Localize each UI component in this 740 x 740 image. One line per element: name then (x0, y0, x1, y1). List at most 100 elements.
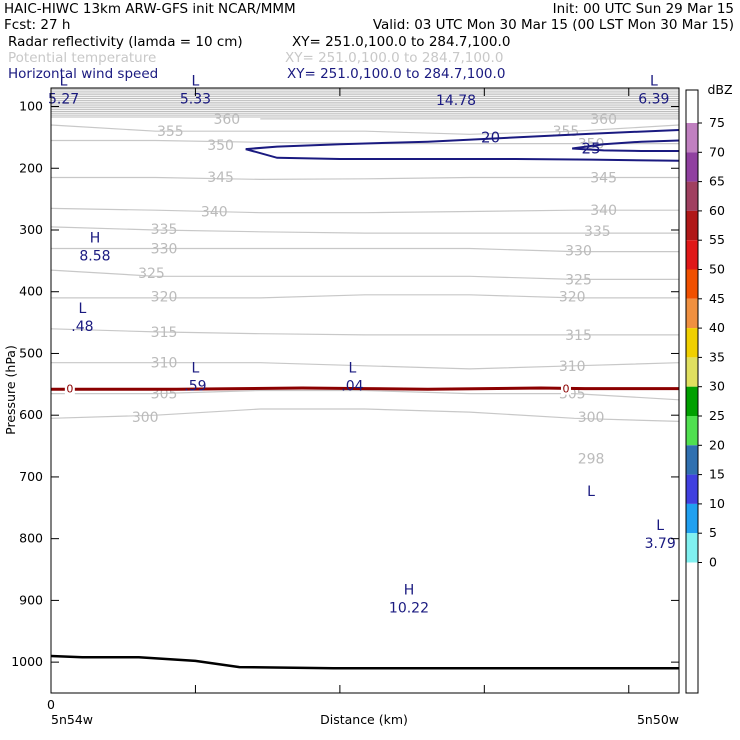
colorbar-tick-label: 15 (709, 467, 725, 482)
colorbar-swatch (686, 328, 698, 358)
theta-label: 345 (590, 171, 617, 187)
extremum-H: H (90, 231, 101, 247)
extrema-labels: L 5.27 L 5.33 L 6.39 H 8.58 L .48 L .59 L .04 L 3.79 H 10… (48, 73, 676, 616)
field-3-xy: XY= 251.0,100.0 to 284.7,100.0 (287, 66, 505, 82)
colorbar-swatch (686, 503, 698, 534)
terrain-line (50, 654, 679, 670)
colorbar-tick-label: 5 (709, 525, 717, 540)
theta-label: 325 (565, 272, 592, 288)
colorbar-swatch (686, 240, 698, 270)
field-2-name: Potential temperature (8, 50, 156, 66)
header-forecast: Fcst: 27 h (4, 17, 70, 33)
theta-contour-340 (50, 207, 679, 214)
extremum-L: L (650, 73, 658, 89)
extremum-value: 5.33 (180, 91, 211, 107)
extremum-value: 10.22 (389, 601, 429, 617)
colorbar-tick-label: 65 (709, 174, 725, 189)
theta-label: 315 (565, 328, 592, 344)
colorbar-swatch (686, 181, 698, 211)
colorbar-swatch (686, 445, 698, 475)
theta-label: 340 (590, 203, 617, 219)
theta-label: 345 (207, 170, 234, 186)
freezing-level-line (51, 386, 679, 391)
theta-label: 355 (157, 124, 184, 140)
colorbar-tick-label: 40 (709, 320, 725, 335)
colorbar-tick-label: 30 (709, 379, 725, 394)
colorbar-swatch (686, 269, 698, 299)
theta-label: 355 (553, 124, 580, 140)
colorbar-tick-label: 35 (709, 349, 725, 364)
colorbar-frame (685, 89, 699, 694)
theta-label: 298 (578, 451, 605, 467)
colorbar-tick-label: 75 (709, 115, 725, 130)
colorbar-tick-label: 45 (709, 291, 725, 306)
field-3-name: Horizontal wind speed (8, 66, 158, 82)
colorbar-tick-label: 50 (709, 262, 725, 277)
colorbar-tick-label: 25 (709, 408, 725, 423)
theta-label: 320 (151, 290, 178, 306)
colorbar-tick-label: 55 (709, 232, 725, 247)
theta-label: 350 (207, 138, 234, 154)
y-tick-label: 400 (19, 284, 43, 299)
extremum-L: L (349, 360, 357, 376)
y-tick-label: 500 (19, 345, 43, 360)
wind-label-25: 25 (582, 140, 601, 158)
theta-label: 360 (590, 112, 617, 128)
wind-label-20: 20 (481, 128, 500, 146)
x-left-location: 5n54w (51, 712, 93, 727)
wind-contour-25-lower (572, 147, 679, 152)
header-init: Init: 00 UTC Sun 29 Mar 15 (553, 1, 734, 17)
colorbar-title: dBZ (707, 82, 732, 97)
theta-contour-300 (50, 408, 680, 422)
colorbar-swatch (686, 357, 698, 387)
colorbar-top-swatch (686, 90, 698, 123)
field-1-xy: XY= 251.0,100.0 to 284.7,100.0 (292, 34, 510, 50)
theta-label: 340 (201, 204, 228, 220)
theta-contour-335 (50, 226, 679, 234)
extremum-value: .48 (71, 319, 93, 335)
extremum-L: L (587, 484, 595, 500)
plot-frame (50, 87, 680, 694)
theta-label: 360 (213, 112, 240, 128)
theta-contour-315 (50, 328, 679, 336)
extremum-L: L (192, 360, 200, 376)
zero-label-bg (64, 381, 75, 395)
y-tick-label: 900 (19, 592, 43, 607)
theta-contour-355 (50, 124, 680, 135)
extremum-value: .04 (341, 378, 363, 394)
colorbar-swatch (686, 416, 698, 446)
x-axis-label: Distance (km) (320, 712, 408, 727)
extremum-L: L (656, 518, 664, 534)
colorbar-swatch (686, 210, 698, 241)
y-tick-label: 800 (19, 531, 43, 546)
extremum-value: 6.39 (638, 91, 669, 107)
extremum-value: 5.27 (48, 91, 79, 107)
colorbar-swatch (686, 386, 698, 416)
y-tick-label: 300 (19, 222, 43, 237)
header: HAIC-HIWC 13km ARW-GFS init NCAR/MMM Ini… (4, 1, 734, 82)
extremum-value: 3.79 (645, 536, 676, 552)
y-tick-label: 200 (19, 160, 43, 175)
wind-contour-20-upper (245, 129, 680, 151)
y-tick-label: 100 (19, 99, 43, 114)
theta-contour-325 (50, 269, 679, 280)
theta-label: 335 (151, 222, 178, 238)
extremum-H: H (404, 583, 415, 599)
terrain-surface (50, 654, 679, 670)
colorbar-tick-label: 20 (709, 437, 725, 452)
theta-label: 315 (151, 325, 178, 341)
theta-contour-320 (51, 294, 679, 299)
theta-label: 320 (559, 290, 586, 306)
colorbar-tick-label: 60 (709, 203, 725, 218)
header-valid: Valid: 03 UTC Mon 30 Mar 15 (00 LST Mon … (373, 17, 734, 33)
zero-label-bg (560, 381, 571, 395)
zero-label: 0 (66, 383, 73, 396)
colorbar-swatch (686, 123, 698, 153)
theta-label: 325 (138, 266, 165, 282)
extremum-value: 8.58 (79, 249, 110, 265)
field-1-name: Radar reflectivity (lamda = 10 cm) (8, 34, 243, 50)
